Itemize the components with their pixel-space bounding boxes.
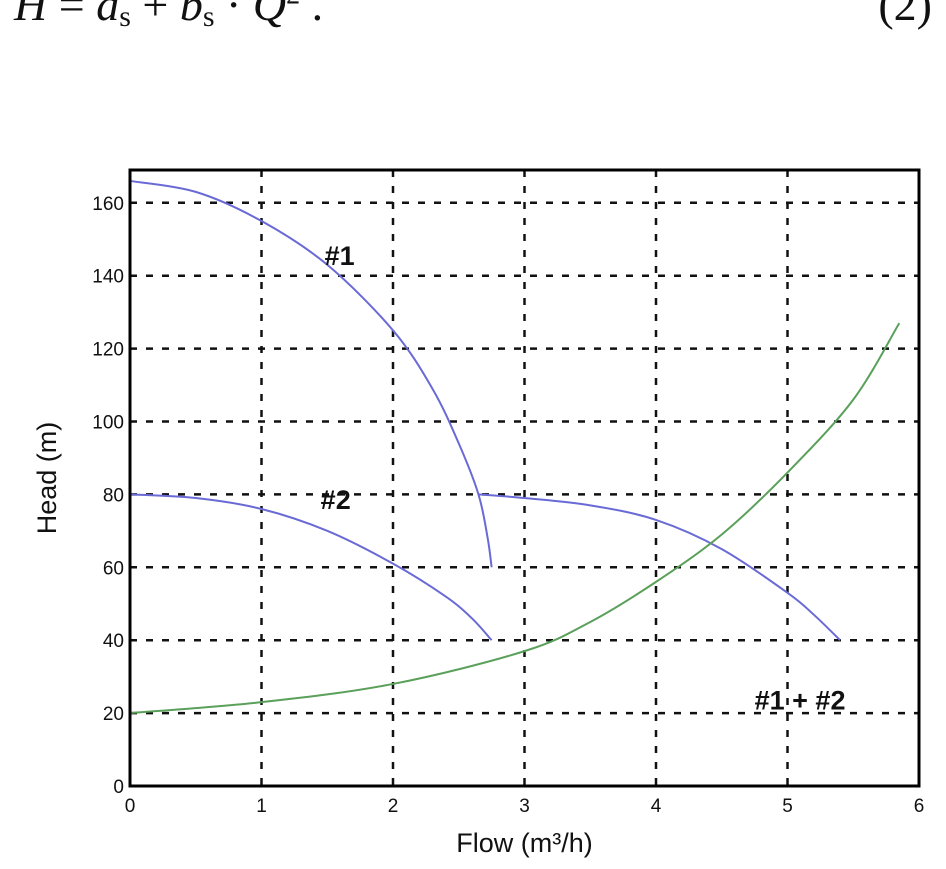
curve-annotations: #1 #2 #1 + #2 [321,241,846,716]
x-tick-label: 6 [914,796,925,817]
eq-equals: = [47,0,97,30]
eq-a-symbol: a [96,0,120,30]
y-tick-label: 100 [92,413,124,434]
curve-1 [129,179,493,568]
eq-plus: + [130,0,180,30]
eq-q-superscript: 2 [286,0,300,11]
curve-1-2 [478,493,841,641]
x-tick-label: 1 [256,796,267,817]
y-tick-label: 20 [103,704,124,725]
x-tick-label: 2 [388,796,399,817]
eq-head-symbol: H [14,0,48,30]
equation: H = as + bs · Q2 . [14,0,323,34]
x-axis-ticks: 0 1 2 3 4 5 6 [125,796,925,817]
x-tick-label: 3 [519,796,530,817]
y-tick-label: 120 [92,340,124,361]
equation-number: (2) [878,0,932,30]
curve-2 [129,493,493,641]
annotation-label: #2 [321,485,351,515]
annotation-label: #1 [325,241,355,271]
x-tick-label: 0 [125,796,136,817]
eq-q-symbol: Q [252,0,287,30]
x-tick-label: 5 [782,796,793,817]
eq-b-subscript: s [202,0,215,33]
y-tick-label: 40 [103,631,124,652]
y-tick-label: 140 [92,267,124,288]
y-tick-label: 80 [103,485,124,506]
y-tick-label: 160 [92,194,124,215]
curves [129,179,901,715]
x-axis-label: Flow (m³/h) [456,828,593,858]
grid-lines [130,170,919,786]
x-tick-label: 4 [651,796,662,817]
y-tick-label: 0 [113,777,124,798]
y-tick-label: 60 [103,558,124,579]
eq-b-symbol: b [179,0,203,30]
y-axis-label: Head (m) [32,422,62,535]
eq-a-subscript: s [119,0,131,33]
eq-dot: · [214,0,253,30]
y-axis-ticks: 0 20 40 60 80 100 120 140 160 [92,194,124,798]
annotation-label: #1 + #2 [755,685,846,715]
plot-frame [128,168,921,788]
eq-period: . [300,0,324,30]
curve-system-curve [129,322,901,715]
